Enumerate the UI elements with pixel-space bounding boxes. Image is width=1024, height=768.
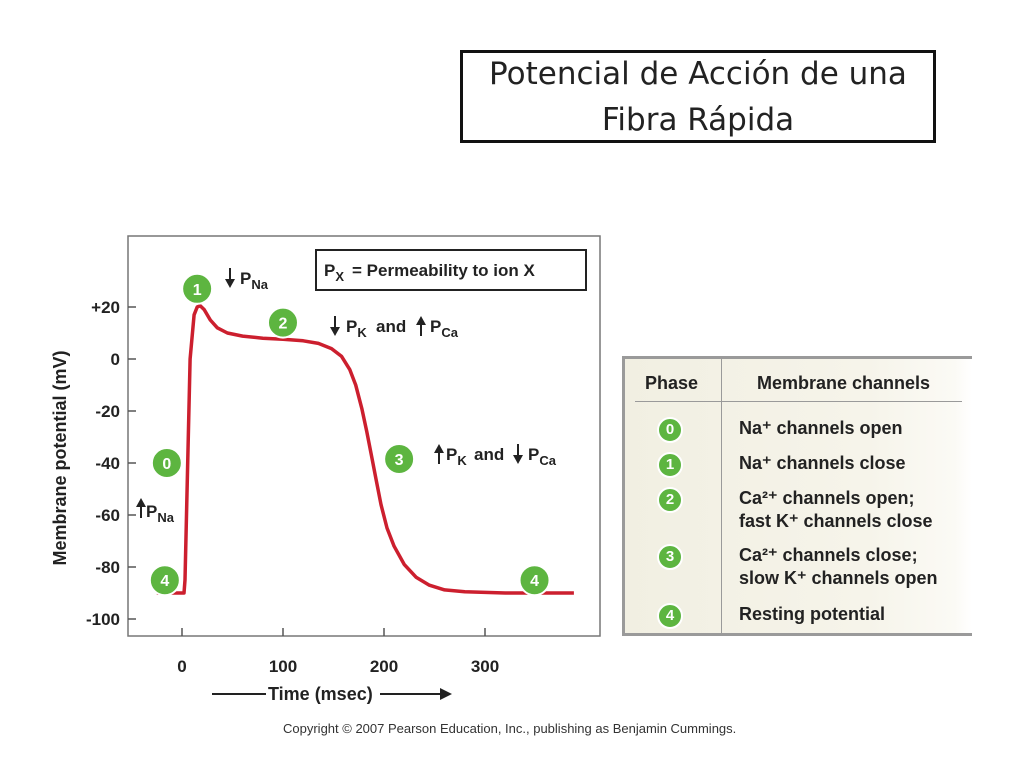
and-label: and xyxy=(376,317,406,336)
y-tick-label: -80 xyxy=(95,558,120,577)
phase-1-badge: 1 xyxy=(181,272,214,305)
row-desc-line1: Na⁺ channels close xyxy=(739,453,906,473)
legend-box: PX = Permeability to ion X xyxy=(315,249,587,291)
phase-2-badge: 2 xyxy=(266,306,299,339)
table-column-divider xyxy=(721,359,722,633)
slide-title: Potencial de Acción de una Fibra Rápida xyxy=(460,50,936,143)
and-label: and xyxy=(474,445,504,464)
row-desc-line2: fast K⁺ channels close xyxy=(739,511,933,531)
down-arrow-icon xyxy=(513,444,523,464)
phase-badge: 0 xyxy=(657,417,683,443)
phase-badge-circle xyxy=(518,564,551,597)
legend-text: PX = Permeability to ion X xyxy=(324,261,535,284)
phase-badge-label: 4 xyxy=(530,573,539,590)
plot-frame xyxy=(127,235,601,637)
phase-badge: 3 xyxy=(657,544,683,570)
phase-table: Phase Membrane channels 0 Na⁺ channels o… xyxy=(622,356,972,636)
x-tick-label: 100 xyxy=(269,657,297,676)
table-header-divider xyxy=(635,401,962,402)
phase-badge-circle xyxy=(181,272,214,305)
phase-0-badge: 0 xyxy=(150,447,183,479)
phase-badge: 4 xyxy=(657,603,683,629)
legend-frame xyxy=(315,249,587,291)
slide-title-line1: Potencial de Acción de una xyxy=(489,55,907,92)
slide-title-line2: Fibra Rápida xyxy=(601,101,795,138)
phase-badge: 2 xyxy=(657,487,683,513)
permeability-label: PCa xyxy=(528,445,557,468)
phase-badge-label: 3 xyxy=(395,452,404,469)
y-axis-title: Membrane potential (mV) xyxy=(50,350,70,565)
permeability-label: PNa xyxy=(146,502,175,525)
x-axis: 0 100 200 300 xyxy=(177,628,499,676)
row-desc-line1: Ca²⁺ channels close; xyxy=(739,545,918,565)
header-phase: Phase xyxy=(645,373,699,393)
down-arrow-icon xyxy=(330,316,340,336)
y-tick-label: -60 xyxy=(95,506,120,525)
row-desc-line2: slow K⁺ channels open xyxy=(739,568,938,588)
x-tick-label: 0 xyxy=(177,657,186,676)
phase-badge-circle xyxy=(150,447,183,479)
copyright-notice: Copyright © 2007 Pearson Education, Inc.… xyxy=(283,721,737,736)
phase-4-badge-left: 4 xyxy=(148,564,181,597)
permeability-label: PCa xyxy=(430,317,459,340)
down-arrow-icon xyxy=(225,268,235,288)
y-tick-label: 0 xyxy=(111,350,120,369)
y-tick-label: -40 xyxy=(95,454,120,473)
up-arrow-icon xyxy=(136,498,146,518)
y-tick-label: -20 xyxy=(95,402,120,421)
permeability-label: PK xyxy=(346,317,367,340)
up-arrow-icon xyxy=(434,444,444,464)
phase-badge-label: 2 xyxy=(279,316,288,333)
permeability-label: PK xyxy=(446,445,467,468)
phase-3-badge: 3 xyxy=(383,443,416,475)
x-tick-label: 300 xyxy=(471,657,499,676)
x-axis-title: Time (msec) xyxy=(268,684,373,704)
row-desc-line1: Ca²⁺ channels open; xyxy=(739,488,915,508)
header-membrane-channels: Membrane channels xyxy=(757,373,931,393)
phase-badge-circle xyxy=(266,306,299,339)
phase-badge: 1 xyxy=(657,452,683,478)
phase-badge-label: 1 xyxy=(193,282,202,299)
y-tick-label: -100 xyxy=(86,610,120,629)
phase-badge-label: 0 xyxy=(162,456,171,473)
y-tick-label: +20 xyxy=(91,298,120,317)
row-desc-line1: Na⁺ channels open xyxy=(739,418,903,438)
permeability-label: PNa xyxy=(240,269,269,292)
x-title-arrowhead xyxy=(440,688,452,700)
row-desc-line1: Resting potential xyxy=(739,604,886,624)
phase-annotations: 0 PNa 1 PNa 2 PK and PCa 3 PK and PCa 4 4 xyxy=(136,268,557,597)
x-axis-title-group: Time (msec) xyxy=(212,684,452,704)
phase-badge-circle xyxy=(383,443,416,475)
y-axis: +20 0 -20 -40 -60 -80 -100 xyxy=(86,298,136,629)
phase-badge-label: 4 xyxy=(160,573,169,590)
phase-badge-circle xyxy=(148,564,181,597)
phase-4-badge-right: 4 xyxy=(518,564,551,597)
x-tick-label: 200 xyxy=(370,657,398,676)
up-arrow-icon xyxy=(416,316,426,336)
membrane-potential-line xyxy=(156,303,574,595)
